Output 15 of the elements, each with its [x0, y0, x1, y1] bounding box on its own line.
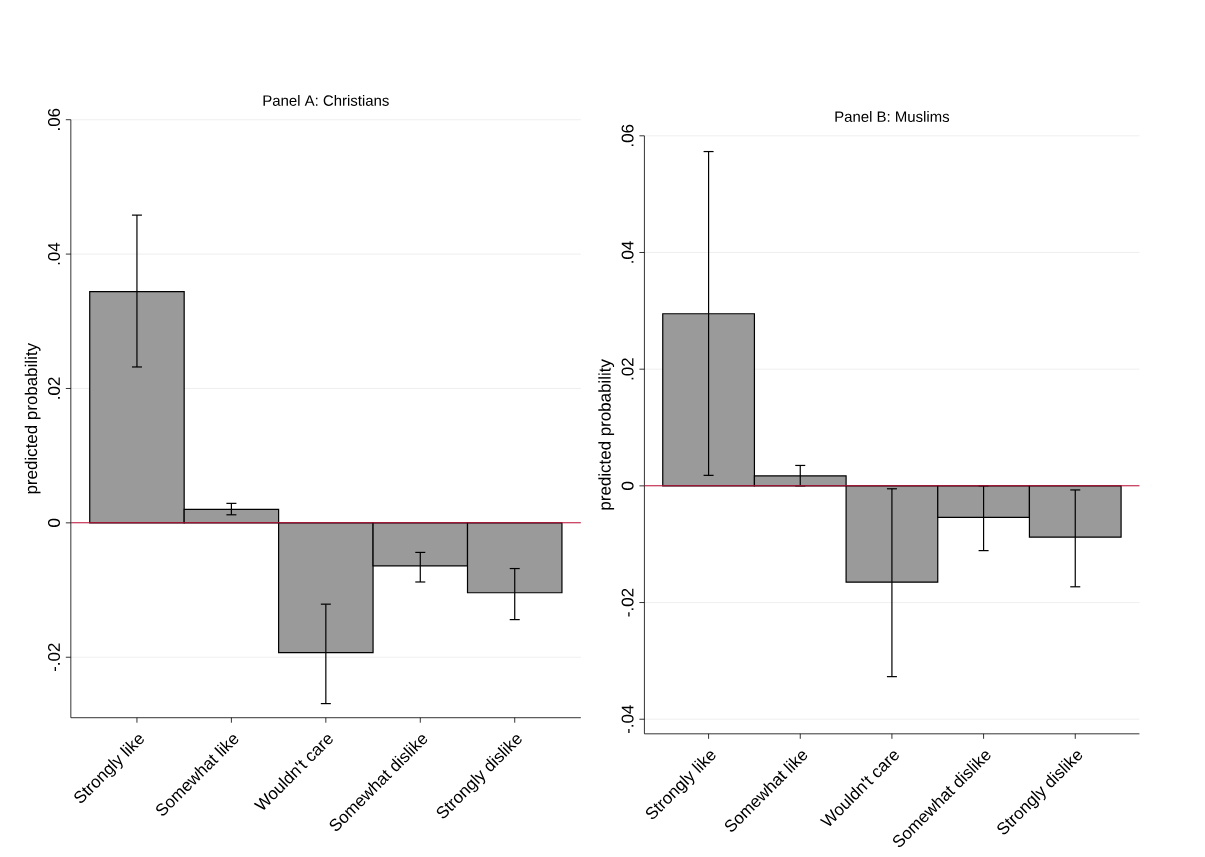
chart-title: Panel B: Muslims [835, 110, 950, 122]
y-axis-title: predicted probability [598, 359, 615, 510]
y-tick-label: -.02 [48, 643, 60, 672]
y-tick-label: .02 [621, 358, 634, 380]
y-tick-label: 0 [621, 481, 634, 490]
y-tick-label: .04 [621, 241, 634, 263]
y-tick-label: .04 [48, 242, 60, 265]
y-tick-label: -.04 [621, 705, 634, 734]
y-tick-label: .06 [621, 124, 634, 147]
y-axis-title: predicted probability [24, 342, 41, 494]
y-tick-label: 0 [48, 518, 60, 527]
y-tick-label: .06 [48, 108, 60, 130]
chart-title: Panel A: Christians [263, 94, 389, 106]
y-tick-label: -.02 [621, 588, 634, 617]
y-tick-label: .02 [48, 377, 60, 399]
